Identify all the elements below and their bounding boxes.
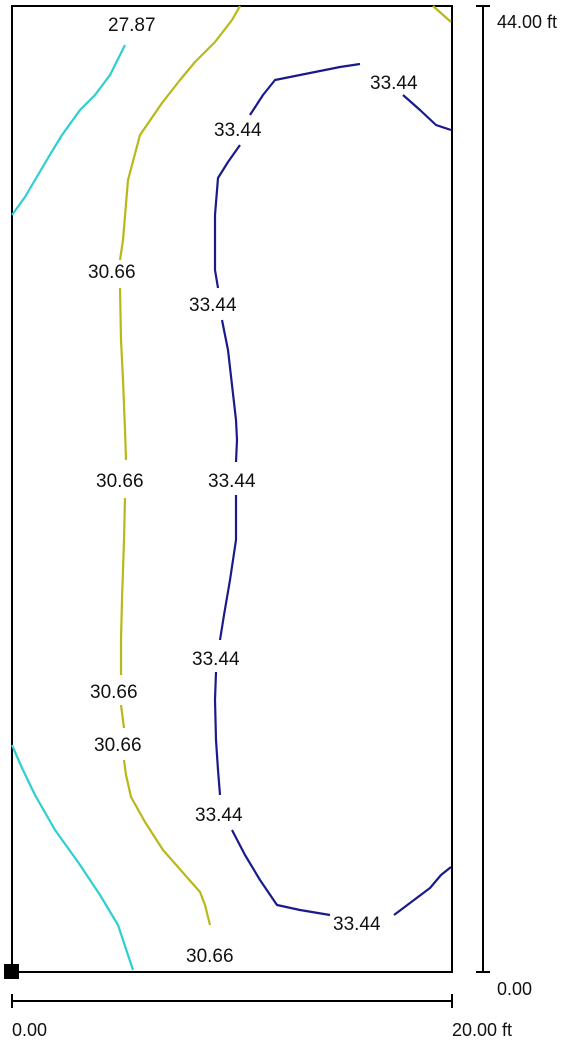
contour-33-44-b <box>213 144 241 289</box>
contour-label: 33.44 <box>370 73 418 94</box>
contour-label: 33.44 <box>195 805 243 826</box>
contour-30-66-mid3 <box>119 704 126 729</box>
plot-boundary <box>11 5 453 973</box>
y-start-label: 0.00 <box>497 979 532 999</box>
x-end-label: 20.00 ft <box>452 1020 512 1040</box>
contour-label: 30.66 <box>96 471 144 492</box>
x-start-label: 0.00 <box>12 1020 47 1040</box>
contour-33-44-a <box>249 62 361 116</box>
contour-label: 27.87 <box>108 15 156 36</box>
contour-label: 33.44 <box>208 471 256 492</box>
contour-30-66-topright <box>432 5 452 23</box>
contour-27-87-top <box>11 44 126 216</box>
contour-33-44-d <box>218 495 238 641</box>
contour-27-87-bottom <box>10 744 135 971</box>
contour-33-44-h <box>402 94 452 132</box>
contour-label: 33.44 <box>214 120 262 141</box>
contour-label: 33.44 <box>333 914 381 935</box>
contour-label: 33.44 <box>192 649 240 670</box>
origin-marker <box>4 964 19 979</box>
y-end-label: 44.00 ft <box>497 12 557 32</box>
contour-label: 30.66 <box>186 946 234 967</box>
contour-30-66-bottom <box>122 759 212 926</box>
contour-label: 30.66 <box>88 262 136 283</box>
contour-30-66-mid2 <box>119 497 127 675</box>
contour-33-44-f <box>231 829 331 917</box>
vertical-scale-bar <box>476 5 490 973</box>
horizontal-scale-bar <box>11 994 453 1008</box>
contour-30-66-mid <box>118 287 128 461</box>
contour-33-44-e <box>213 671 222 796</box>
contour-33-44-c <box>220 319 239 463</box>
contour-30-66-main <box>118 5 241 261</box>
contour-label: 30.66 <box>94 735 142 756</box>
contour-label: 33.44 <box>189 295 237 316</box>
contour-33-44-g <box>393 866 452 916</box>
contour-label: 30.66 <box>90 682 138 703</box>
